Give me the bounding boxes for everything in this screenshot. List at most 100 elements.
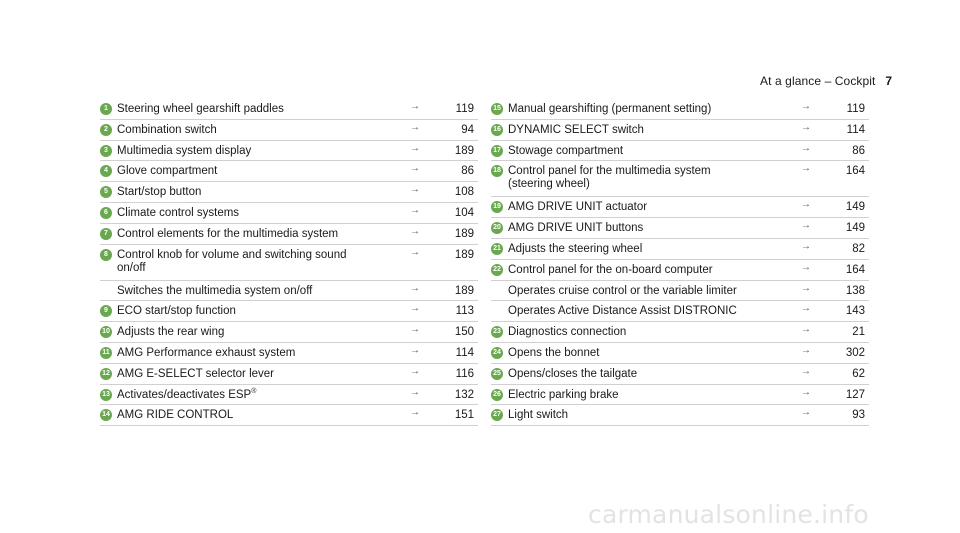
page-reference-link[interactable]: 189 xyxy=(454,227,474,240)
index-row: 1 Steering wheel gearshift paddles → 119 xyxy=(100,99,478,120)
item-label: Activates/deactivates ESP® xyxy=(117,387,257,401)
page-reference-link[interactable]: 143 xyxy=(845,305,865,318)
page-reference-link[interactable]: 164 xyxy=(845,165,865,178)
arrow-icon: → xyxy=(801,199,811,211)
arrow-icon: → xyxy=(801,261,811,273)
page-reference-link[interactable]: 86 xyxy=(461,165,474,178)
page-reference-link[interactable]: 108 xyxy=(454,186,474,199)
arrow-icon: → xyxy=(801,121,811,133)
index-row: 13 Activates/deactivates ESP® → 132 xyxy=(100,385,478,406)
page-reference-link[interactable]: 151 xyxy=(454,409,474,422)
item-number-badge: 24 xyxy=(491,346,503,359)
arrow-icon: → xyxy=(801,101,811,112)
page-reference-link[interactable]: 116 xyxy=(455,367,474,380)
arrow-icon: → xyxy=(410,282,420,294)
arrow-icon: → xyxy=(801,344,811,356)
item-label: ECO start/stop function xyxy=(117,305,236,318)
arrow-icon: → xyxy=(801,365,811,377)
item-label: Stowage compartment xyxy=(508,144,624,157)
arrow-icon: → xyxy=(410,204,420,216)
page-reference-link[interactable]: 149 xyxy=(845,222,865,235)
arrow-icon: → xyxy=(801,407,811,419)
arrow-icon: → xyxy=(410,344,420,356)
item-number-badge: 25 xyxy=(491,367,503,380)
page-reference-link[interactable]: 189 xyxy=(454,284,474,297)
arrow-icon: → xyxy=(410,303,420,315)
index-row: 6 Climate control systems → 104 xyxy=(100,203,478,224)
item-label: AMG DRIVE UNIT actuator xyxy=(508,201,648,214)
item-label: DYNAMIC SELECT switch xyxy=(508,123,644,136)
page-reference-link[interactable]: 93 xyxy=(852,409,865,422)
page-reference-link[interactable]: 94 xyxy=(461,123,474,136)
index-row: 5 Start/stop button → 108 xyxy=(100,182,478,203)
page-reference-link[interactable]: 150 xyxy=(454,326,474,339)
index-row: 24 Opens the bonnet → 302 xyxy=(491,343,869,364)
index-row: 14 AMG RIDE CONTROL → 151 xyxy=(100,405,478,427)
page-reference-link[interactable]: 114 xyxy=(846,123,865,136)
item-number-badge: 10 xyxy=(100,326,112,339)
item-label: Adjusts the steering wheel xyxy=(508,242,643,255)
item-label: Steering wheel gearshift paddles xyxy=(117,103,284,115)
page-reference-link[interactable]: 113 xyxy=(455,305,474,318)
arrow-icon: → xyxy=(801,163,811,175)
page-reference-link[interactable]: 86 xyxy=(852,144,865,157)
item-label: Glove compartment xyxy=(117,165,218,178)
item-label: Operates cruise control or the variable … xyxy=(508,284,737,297)
item-number-badge: 1 xyxy=(100,103,112,115)
index-row: Operates cruise control or the variable … xyxy=(491,281,869,302)
index-row: 25 Opens/closes the tailgate → 62 xyxy=(491,364,869,385)
item-number-badge: 17 xyxy=(491,144,503,157)
item-number-badge: 13 xyxy=(100,388,112,401)
arrow-icon: → xyxy=(410,386,420,398)
arrow-icon: → xyxy=(801,303,811,315)
item-number-badge: 8 xyxy=(100,248,112,261)
index-row: 18 Control panel for the multimedia syste… xyxy=(491,161,869,198)
item-label: Start/stop button xyxy=(117,186,202,199)
page-reference-link[interactable]: 189 xyxy=(454,248,474,261)
item-label: Combination switch xyxy=(117,123,217,136)
item-number-badge: 5 xyxy=(100,186,112,199)
item-label: Multimedia system display xyxy=(117,144,252,157)
left-index-column: 1 Steering wheel gearshift paddles → 119 2 Co… xyxy=(100,99,478,427)
page-reference-link[interactable]: 114 xyxy=(455,346,474,359)
index-row: 19 AMG DRIVE UNIT actuator → 149 xyxy=(491,197,869,219)
item-label: Opens/closes the tailgate xyxy=(508,367,638,380)
item-number-badge: 4 xyxy=(100,165,112,178)
index-row: 16 DYNAMIC SELECT switch → 114 xyxy=(491,120,869,141)
arrow-icon: → xyxy=(410,246,420,258)
page-reference-link[interactable]: 127 xyxy=(845,388,865,401)
page-reference-link[interactable]: 302 xyxy=(845,346,865,359)
item-number-badge: 6 xyxy=(100,206,112,219)
page-reference-link[interactable]: 189 xyxy=(454,144,474,157)
page-reference-link[interactable]: 104 xyxy=(454,206,474,219)
index-row: 26 Electric parking brake → 127 xyxy=(491,385,869,406)
page-reference-link[interactable]: 164 xyxy=(845,263,865,276)
item-label: Operates Active Distance Assist DISTRONI… xyxy=(508,305,737,318)
arrow-icon: → xyxy=(801,240,811,252)
page-reference-link[interactable]: 62 xyxy=(852,367,865,380)
index-row: 21 Adjusts the steering wheel → 82 xyxy=(491,239,869,260)
page-reference-link[interactable]: 132 xyxy=(454,388,474,401)
index-row: 2 Combination switch → 94 xyxy=(100,120,478,141)
page-reference-link[interactable]: 149 xyxy=(845,201,865,214)
registered-mark: ® xyxy=(251,387,257,395)
arrow-icon: → xyxy=(801,324,811,336)
item-label: Electric parking brake xyxy=(508,388,619,401)
item-number-badge: 20 xyxy=(491,222,503,235)
item-label: Diagnostics connection xyxy=(508,326,627,339)
page-reference-link[interactable]: 21 xyxy=(852,326,865,339)
item-label: AMG E-SELECT selector lever xyxy=(117,367,275,380)
page-reference-link[interactable]: 138 xyxy=(845,284,865,297)
item-number-badge: 12 xyxy=(100,367,112,380)
arrow-icon: → xyxy=(410,101,420,112)
page-reference-link[interactable]: 119 xyxy=(846,103,865,115)
item-label: Climate control systems xyxy=(117,206,240,219)
item-number-badge: 19 xyxy=(491,201,503,214)
arrow-icon: → xyxy=(410,324,420,336)
page-reference-link[interactable]: 82 xyxy=(852,242,865,255)
index-row: Operates Active Distance Assist DISTRONI… xyxy=(491,301,869,323)
page-number: 7 xyxy=(885,74,892,88)
arrow-icon: → xyxy=(801,386,811,398)
item-number-badge: 7 xyxy=(100,227,112,240)
page-reference-link[interactable]: 119 xyxy=(455,103,474,115)
